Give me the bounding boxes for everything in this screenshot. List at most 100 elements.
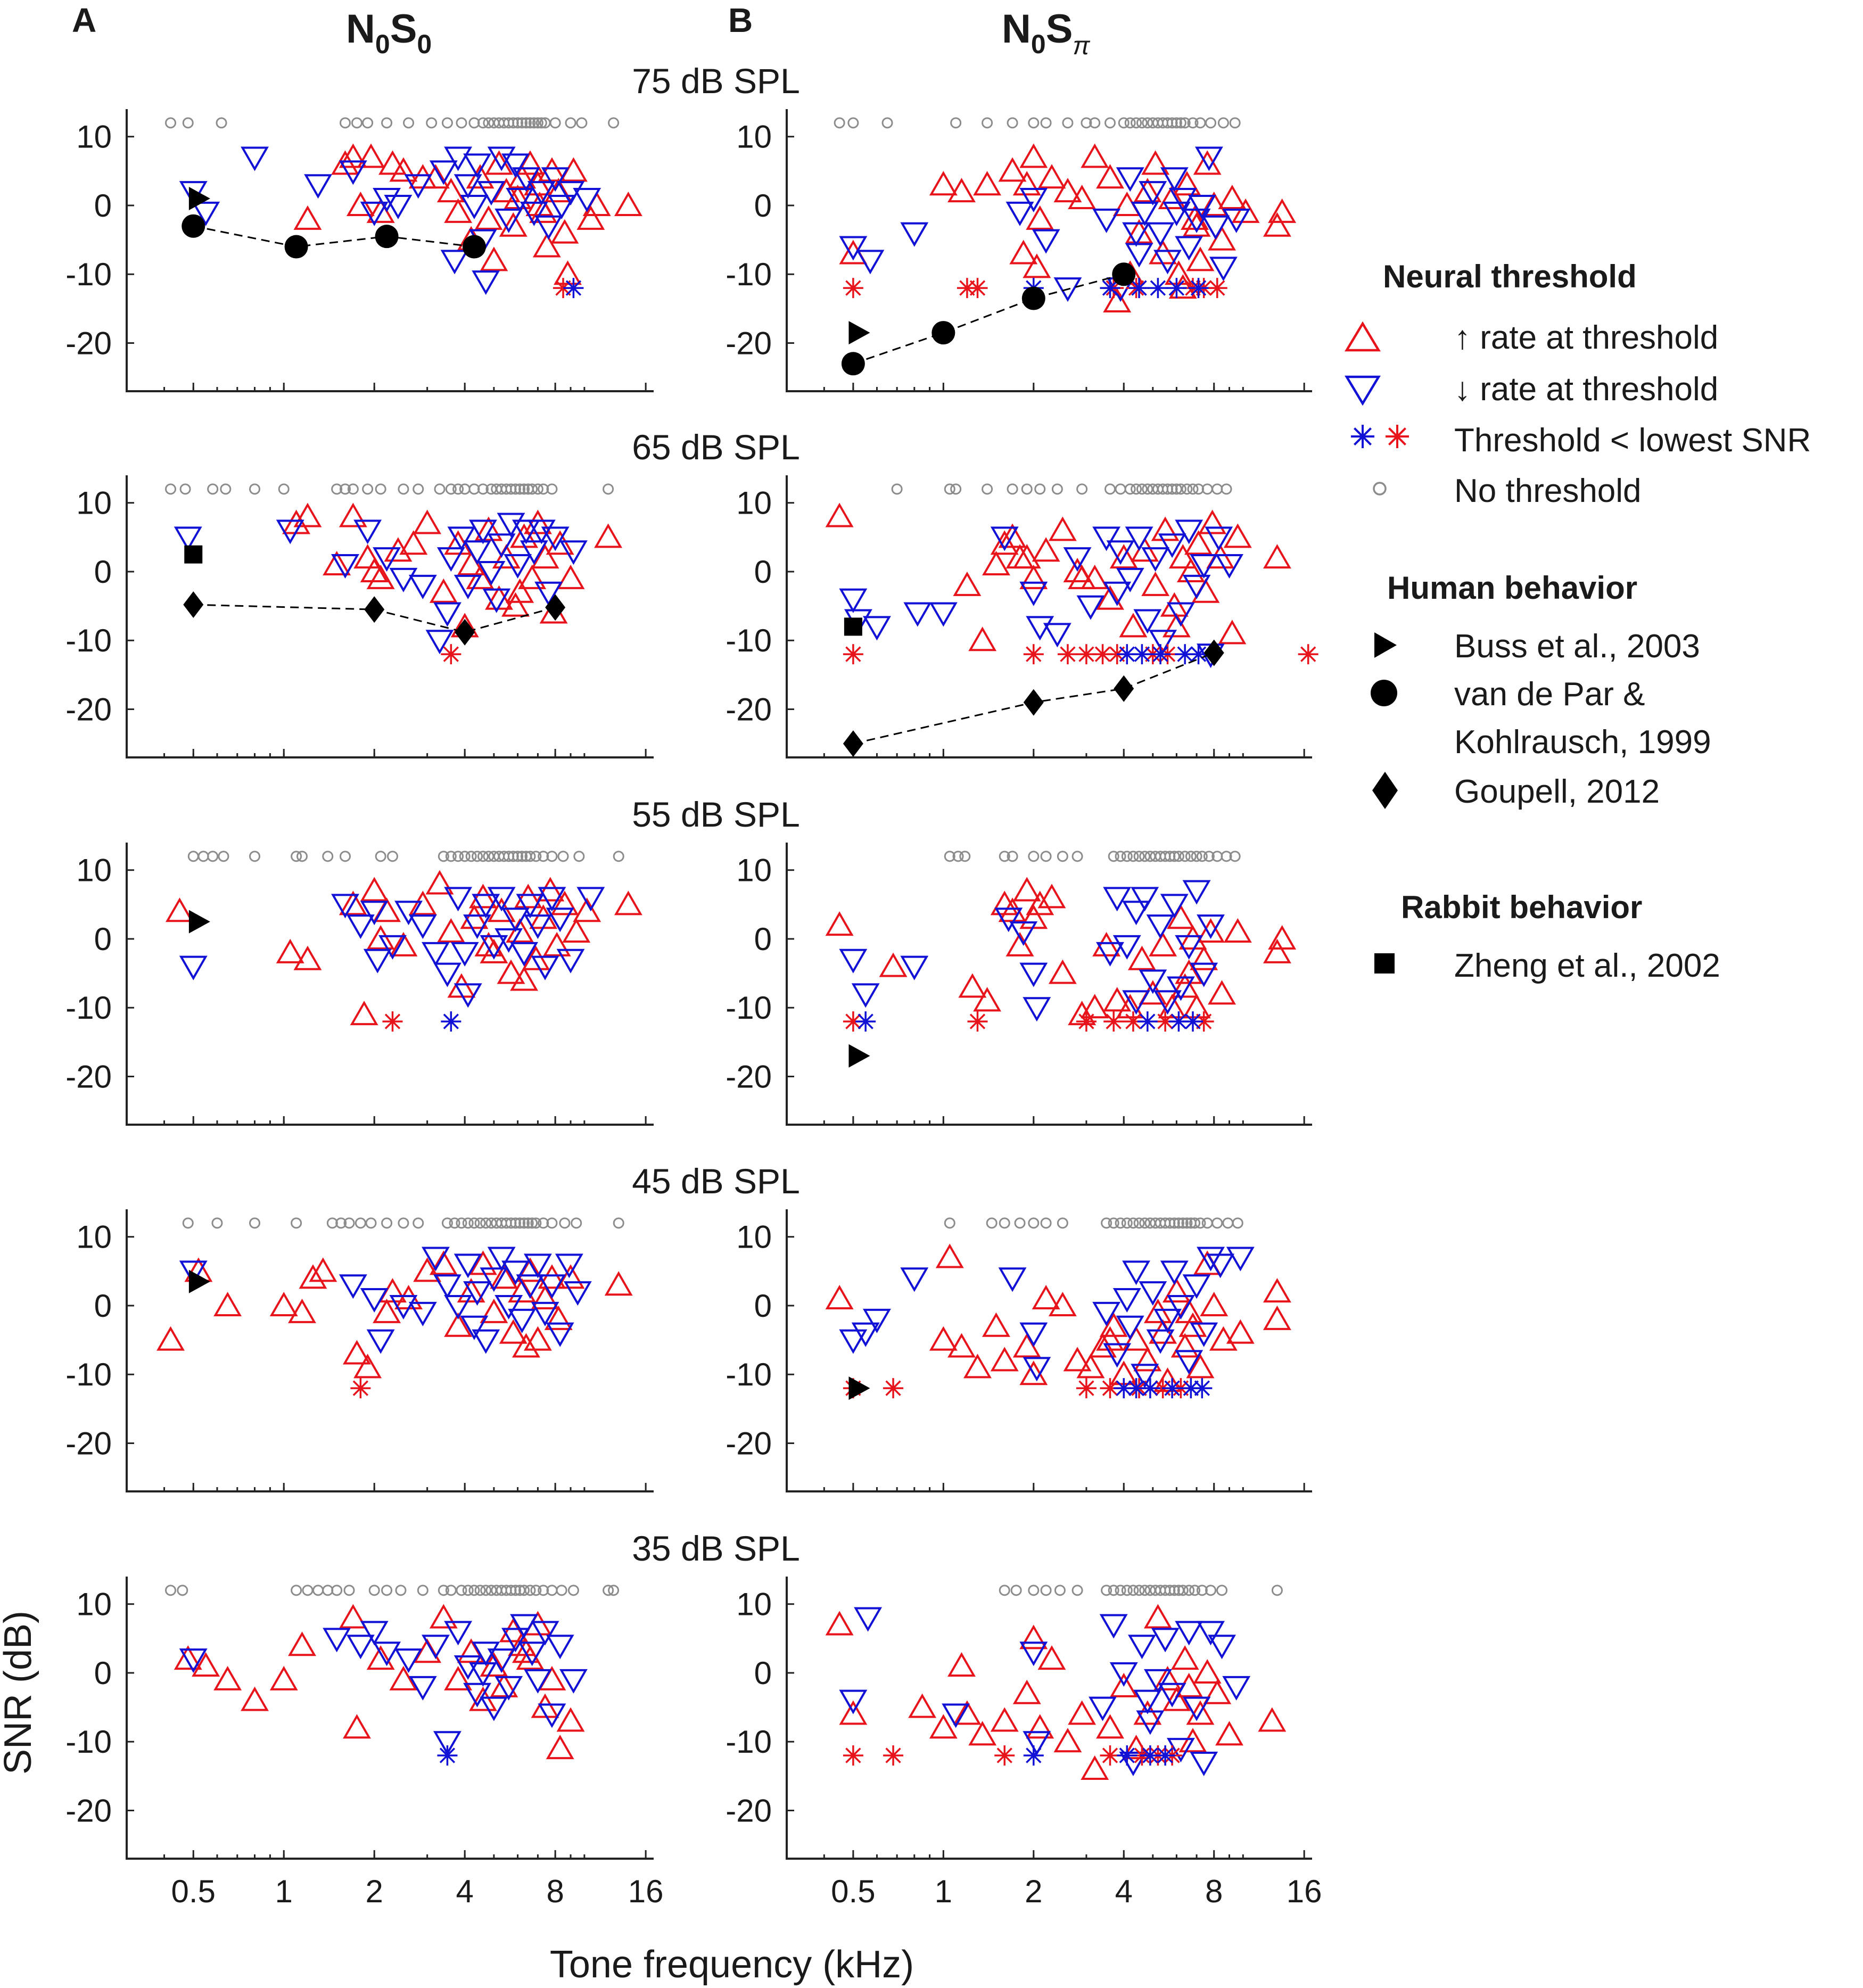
down-rate-marker bbox=[518, 1641, 547, 1667]
up-rate-marker bbox=[444, 1312, 473, 1337]
goupell-marker bbox=[364, 596, 385, 623]
no-threshold-marker bbox=[441, 1217, 453, 1229]
up-rate-marker bbox=[457, 1278, 485, 1303]
down-rate-marker bbox=[429, 160, 458, 185]
below-lowest-snr-marker bbox=[1092, 644, 1113, 665]
no-threshold-marker bbox=[362, 483, 374, 495]
legend-star-blue-icon bbox=[1351, 425, 1374, 448]
x-tick-label: 1 bbox=[275, 1874, 293, 1909]
no-threshold-marker bbox=[1211, 1217, 1223, 1229]
up-rate-marker bbox=[538, 1264, 566, 1289]
up-rate-marker bbox=[1160, 592, 1189, 617]
no-threshold-marker bbox=[608, 117, 620, 129]
no-threshold-marker bbox=[347, 483, 359, 495]
up-rate-marker bbox=[469, 1250, 497, 1275]
up-rate-marker bbox=[518, 564, 547, 589]
down-rate-marker bbox=[1122, 222, 1151, 247]
no-threshold-marker bbox=[891, 483, 903, 495]
no-threshold-marker bbox=[1057, 851, 1068, 862]
y-tick-label: 0 bbox=[94, 554, 112, 590]
up-rate-marker bbox=[1218, 185, 1247, 210]
legend-rabbit-title: Rabbit behavior bbox=[1401, 889, 1642, 925]
down-rate-marker bbox=[501, 153, 530, 178]
no-threshold-marker bbox=[1194, 1217, 1206, 1229]
up-rate-marker bbox=[1141, 571, 1170, 596]
no-threshold-marker bbox=[1108, 1585, 1119, 1596]
up-rate-marker bbox=[1190, 945, 1218, 970]
no-threshold-marker bbox=[1108, 1217, 1119, 1229]
no-threshold-marker bbox=[1115, 851, 1126, 862]
up-rate-marker bbox=[499, 1618, 527, 1643]
up-rate-marker bbox=[1173, 171, 1201, 196]
down-rate-marker bbox=[463, 540, 492, 565]
up-rate-marker bbox=[192, 1652, 220, 1677]
up-rate-marker bbox=[474, 205, 503, 230]
down-rate-marker bbox=[1127, 1635, 1156, 1660]
column-title-n0s0: N0S0 bbox=[346, 6, 432, 59]
no-threshold-marker bbox=[456, 1217, 467, 1229]
no-threshold-marker bbox=[944, 1217, 955, 1229]
y-tick-label: 0 bbox=[94, 1288, 112, 1324]
no-threshold-marker bbox=[207, 851, 219, 862]
up-rate-marker bbox=[373, 1298, 401, 1323]
x-tick-label: 16 bbox=[628, 1874, 664, 1909]
up-rate-marker bbox=[1048, 516, 1077, 541]
up-rate-marker bbox=[1162, 1686, 1191, 1711]
up-rate-marker bbox=[1178, 925, 1207, 950]
panel-label-a: A bbox=[72, 1, 96, 39]
up-rate-marker bbox=[839, 1700, 868, 1725]
down-rate-marker bbox=[1151, 1628, 1180, 1653]
below-lowest-snr-marker bbox=[1129, 278, 1150, 299]
down-rate-marker bbox=[510, 1614, 539, 1639]
no-threshold-marker bbox=[1179, 851, 1191, 862]
no-threshold-marker bbox=[881, 117, 893, 129]
up-rate-marker bbox=[1133, 178, 1162, 203]
no-threshold-marker bbox=[1007, 483, 1018, 495]
down-rate-marker bbox=[520, 540, 548, 565]
down-rate-marker bbox=[422, 942, 450, 967]
up-rate-marker bbox=[366, 564, 395, 589]
down-rate-marker bbox=[1103, 887, 1132, 912]
y-tick-label: 0 bbox=[94, 188, 112, 224]
below-lowest-snr-marker bbox=[1188, 644, 1209, 665]
up-rate-marker bbox=[339, 502, 367, 527]
y-tick-label: -20 bbox=[726, 326, 772, 361]
no-threshold-marker bbox=[1173, 851, 1184, 862]
col-title-main: N bbox=[346, 6, 375, 52]
legend-up-label: ↑ rate at threshold bbox=[1454, 319, 1718, 356]
down-rate-marker bbox=[1122, 1260, 1151, 1285]
no-threshold-marker bbox=[532, 117, 543, 129]
no-threshold-marker bbox=[1142, 483, 1153, 495]
buss-marker bbox=[848, 1044, 870, 1068]
down-rate-marker bbox=[1175, 935, 1203, 960]
down-rate-marker bbox=[1009, 921, 1038, 946]
y-tick-label: 10 bbox=[736, 1219, 772, 1255]
no-threshold-marker bbox=[355, 1217, 366, 1229]
no-threshold-marker bbox=[524, 1585, 536, 1596]
no-threshold-marker bbox=[546, 851, 558, 862]
no-threshold-marker bbox=[1168, 851, 1180, 862]
down-rate-marker bbox=[494, 1676, 523, 1701]
no-threshold-marker bbox=[1014, 1217, 1026, 1229]
no-threshold-marker bbox=[546, 483, 558, 495]
no-threshold-marker bbox=[1191, 851, 1202, 862]
down-rate-marker bbox=[1141, 547, 1170, 572]
no-threshold-marker bbox=[530, 851, 542, 862]
down-rate-marker bbox=[1116, 1315, 1144, 1340]
y-tick-label: -10 bbox=[726, 990, 772, 1026]
down-rate-marker bbox=[487, 533, 516, 558]
down-rate-marker bbox=[1032, 229, 1060, 254]
up-rate-marker bbox=[1149, 931, 1177, 956]
x-tick-label: 2 bbox=[366, 1874, 383, 1909]
up-rate-marker bbox=[1263, 938, 1291, 963]
up-rate-marker bbox=[288, 1298, 316, 1323]
no-threshold-marker bbox=[375, 483, 386, 495]
axes bbox=[126, 475, 654, 758]
below-lowest-snr-marker bbox=[350, 1378, 371, 1399]
no-threshold-marker bbox=[438, 1585, 449, 1596]
down-rate-marker bbox=[863, 616, 891, 641]
up-rate-marker bbox=[1186, 1354, 1215, 1379]
down-rate-marker bbox=[331, 554, 359, 579]
y-tick-label: 10 bbox=[736, 485, 772, 521]
no-threshold-marker bbox=[197, 851, 209, 862]
